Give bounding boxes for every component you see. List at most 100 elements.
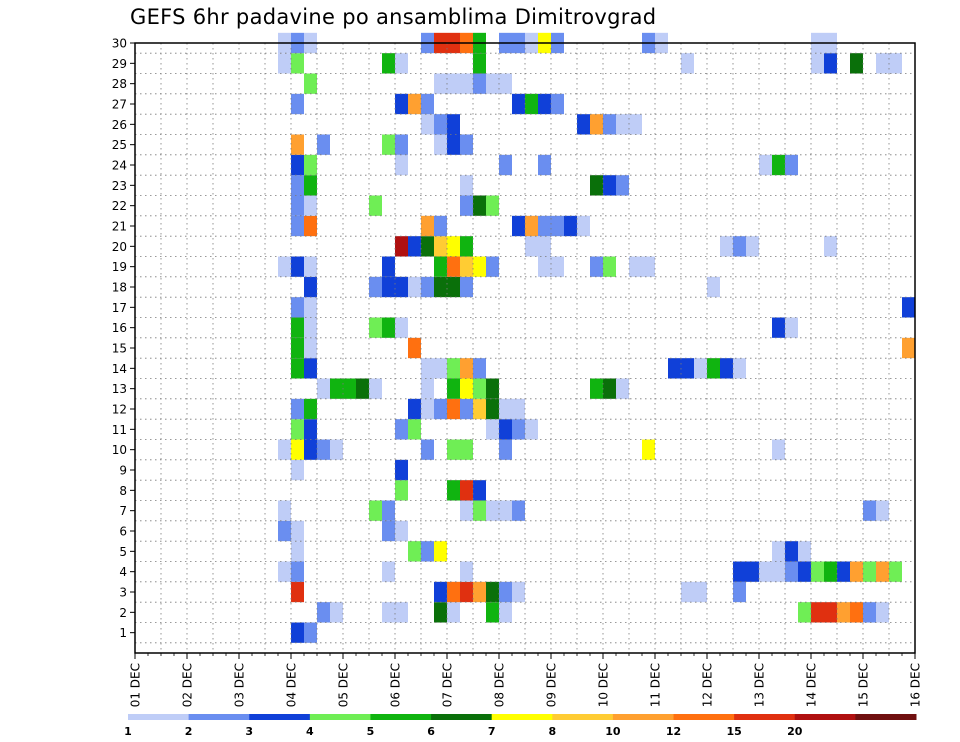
heatmap-cell bbox=[577, 215, 590, 237]
heatmap-cell bbox=[863, 602, 876, 623]
heatmap-cell bbox=[395, 602, 408, 623]
colorbar: 1 2 3 4 5 6 7 8 10 12 15 20 bbox=[124, 714, 917, 738]
y-axis-ticks: 1234567891011121314151617181920212223242… bbox=[112, 37, 135, 640]
heatmap-cell bbox=[590, 175, 603, 196]
colorbar-label: 15 bbox=[726, 725, 741, 738]
heatmap-cell bbox=[811, 53, 824, 74]
colorbar-segment bbox=[309, 714, 371, 720]
y-tick-label: 18 bbox=[112, 281, 127, 295]
heatmap-cell bbox=[291, 134, 304, 155]
heatmap-cell bbox=[876, 561, 889, 582]
heatmap-cell bbox=[447, 581, 460, 603]
heatmap-cell bbox=[499, 439, 512, 460]
heatmap-cell bbox=[460, 195, 473, 216]
heatmap-cell bbox=[811, 602, 824, 623]
heatmap-cell bbox=[460, 175, 473, 196]
heatmap-cell bbox=[798, 541, 811, 562]
colorbar-segment bbox=[552, 714, 614, 720]
y-tick-label: 13 bbox=[112, 382, 127, 396]
x-tick-label: 16 DEC bbox=[909, 663, 923, 707]
heatmap-cell bbox=[486, 195, 499, 216]
heatmap-cell bbox=[434, 73, 447, 94]
y-tick-label: 10 bbox=[112, 443, 127, 457]
heatmap-cell bbox=[811, 561, 824, 582]
x-tick-label: 06 DEC bbox=[389, 663, 403, 707]
heatmap-cell bbox=[434, 358, 447, 379]
heatmap-cell bbox=[460, 500, 473, 521]
heatmap-cell bbox=[395, 276, 408, 298]
heatmap-cell bbox=[707, 358, 720, 379]
heatmap-cell bbox=[304, 215, 317, 237]
heatmap-cell bbox=[447, 378, 460, 399]
heatmap-cell bbox=[460, 439, 473, 460]
heatmap-cell bbox=[499, 500, 512, 521]
colorbar-segment bbox=[431, 714, 493, 720]
colorbar-label: 7 bbox=[488, 725, 496, 738]
heatmap-cell bbox=[486, 419, 499, 440]
heatmap-cell bbox=[421, 378, 434, 399]
heatmap-cell bbox=[824, 561, 837, 582]
heatmap-cell bbox=[538, 215, 551, 237]
y-tick-label: 25 bbox=[112, 138, 127, 152]
y-tick-label: 11 bbox=[112, 423, 127, 437]
heatmap-cell bbox=[304, 154, 317, 176]
heatmap-cell bbox=[408, 419, 421, 440]
heatmap-cell bbox=[863, 561, 876, 582]
heatmap-cell bbox=[434, 215, 447, 237]
heatmap-cell bbox=[473, 53, 486, 74]
heatmap-cell bbox=[538, 93, 551, 115]
heatmap-cell bbox=[291, 358, 304, 379]
heatmap-cell bbox=[291, 398, 304, 420]
heatmap-cell bbox=[369, 317, 382, 338]
x-axis-ticks: 01 DEC 02 DEC 03 DEC 04 DEC 05 DEC 06 DEC 07 D… bbox=[129, 653, 923, 707]
y-tick-label: 21 bbox=[112, 220, 127, 234]
heatmap-cell bbox=[512, 93, 525, 115]
heatmap-cell bbox=[304, 175, 317, 196]
heatmap-cell bbox=[447, 439, 460, 460]
heatmap-cell bbox=[382, 256, 395, 277]
heatmap-cell bbox=[395, 419, 408, 440]
colorbar-label: 6 bbox=[427, 725, 435, 738]
heatmap-cell bbox=[850, 602, 863, 623]
heatmap-cell bbox=[551, 256, 564, 277]
y-tick-label: 27 bbox=[112, 98, 127, 112]
y-tick-label: 16 bbox=[112, 321, 127, 335]
heatmap-cell bbox=[551, 215, 564, 237]
heatmap-cell bbox=[356, 378, 369, 399]
heatmap-cell bbox=[382, 520, 395, 542]
y-tick-label: 1 bbox=[119, 626, 127, 640]
heatmap-cell bbox=[681, 53, 694, 74]
heatmap-cell bbox=[304, 622, 317, 643]
colorbar-label: 3 bbox=[245, 725, 253, 738]
colorbar-segment bbox=[734, 714, 796, 720]
heatmap-cell bbox=[291, 256, 304, 277]
colorbar-segment bbox=[794, 714, 856, 720]
heatmap-cell bbox=[668, 358, 681, 379]
heatmap-cell bbox=[538, 154, 551, 176]
heatmap-cell bbox=[798, 561, 811, 582]
heatmap-cell bbox=[421, 276, 434, 298]
heatmap-cell bbox=[603, 114, 616, 135]
heatmap-cell bbox=[382, 561, 395, 582]
heatmap-cell bbox=[317, 134, 330, 155]
heatmap-cell bbox=[512, 500, 525, 521]
heatmap-cells bbox=[278, 32, 915, 643]
heatmap-cell bbox=[460, 581, 473, 603]
x-tick-label: 15 DEC bbox=[857, 663, 871, 707]
heatmap-cell bbox=[460, 276, 473, 298]
heatmap-cell bbox=[330, 439, 343, 460]
colorbar-label: 1 bbox=[124, 725, 132, 738]
y-tick-label: 23 bbox=[112, 179, 127, 193]
heatmap-cell bbox=[486, 73, 499, 94]
y-tick-label: 5 bbox=[119, 545, 127, 559]
heatmap-cell bbox=[447, 256, 460, 277]
heatmap-cell bbox=[304, 256, 317, 277]
heatmap-cell bbox=[460, 378, 473, 399]
heatmap-cell bbox=[369, 276, 382, 298]
heatmap-cell bbox=[538, 256, 551, 277]
heatmap-cell bbox=[590, 114, 603, 135]
colorbar-segment bbox=[612, 714, 675, 720]
heatmap-cell bbox=[421, 439, 434, 460]
heatmap-cell bbox=[421, 114, 434, 135]
